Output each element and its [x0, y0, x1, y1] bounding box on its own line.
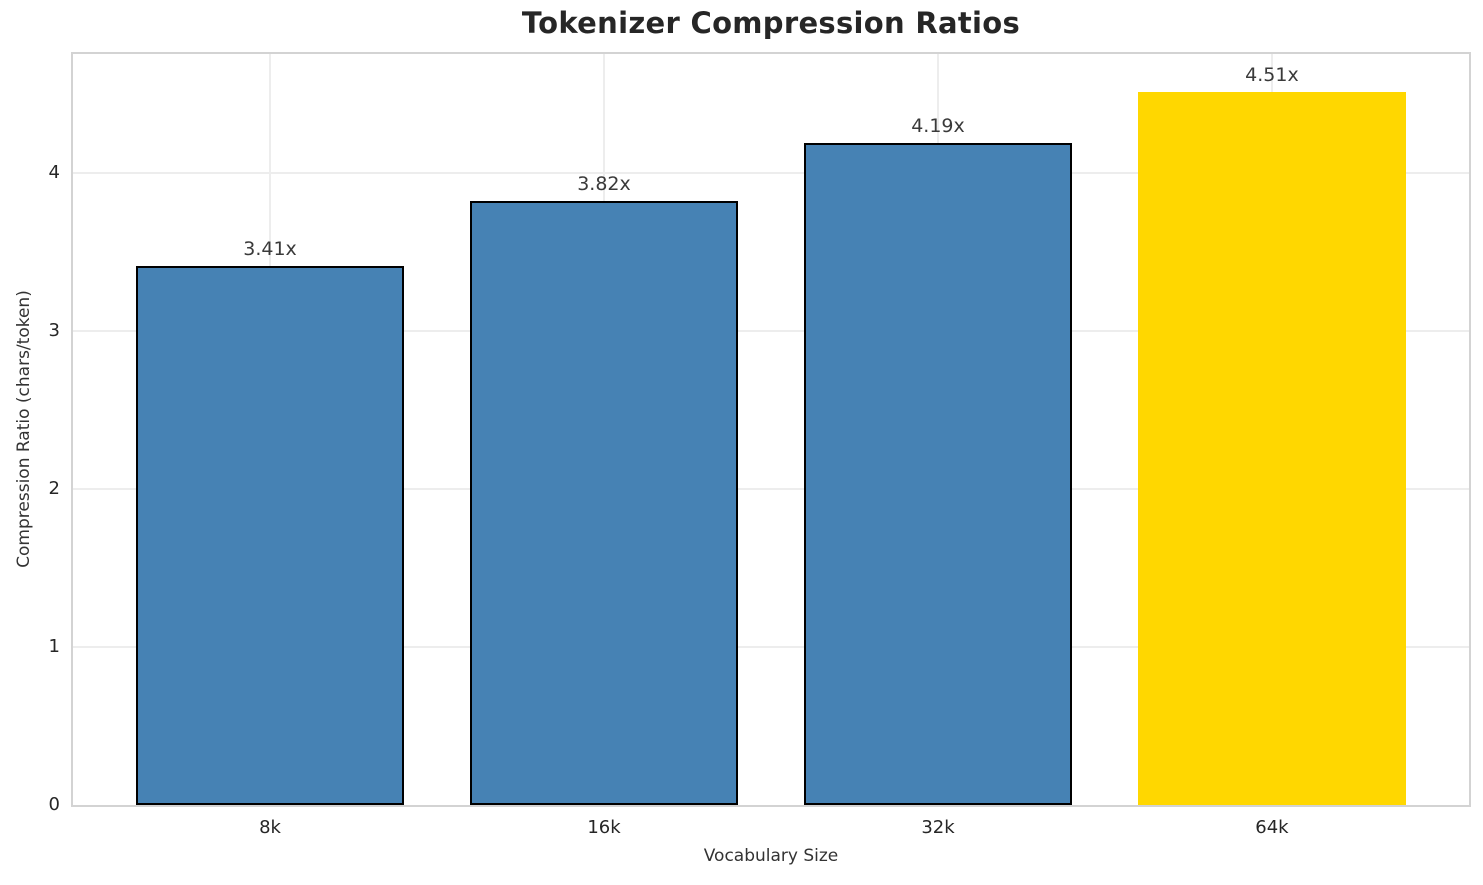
bar-value-label: 3.41x	[243, 237, 297, 260]
bar-value-label: 3.82x	[577, 173, 631, 196]
bar-32k	[804, 142, 1072, 805]
y-tick-label: 2	[48, 477, 60, 499]
chart-title: Tokenizer Compression Ratios	[521, 6, 1021, 40]
y-tick-label: 0	[48, 794, 60, 815]
y-gridline	[73, 329, 1469, 332]
x-tick-label: 32k	[921, 817, 955, 838]
x-axis-title: Vocabulary Size	[703, 846, 839, 866]
bar-64k	[1138, 91, 1406, 805]
y-gridline	[73, 645, 1469, 648]
x-tick-label: 16k	[587, 817, 621, 838]
x-tick-label: 64k	[1255, 817, 1289, 838]
y-tick-label: 1	[48, 635, 60, 657]
bar-value-label: 4.19x	[911, 114, 965, 137]
y-tick-label: 4	[48, 161, 60, 183]
bar-value-label: 4.51x	[1245, 63, 1299, 86]
x-tick-label: 8k	[259, 817, 281, 838]
bar-8k	[136, 265, 404, 805]
y-tick-label: 3	[48, 319, 60, 341]
y-gridline	[73, 171, 1469, 174]
bar-16k	[470, 201, 738, 805]
y-gridline	[73, 487, 1469, 490]
